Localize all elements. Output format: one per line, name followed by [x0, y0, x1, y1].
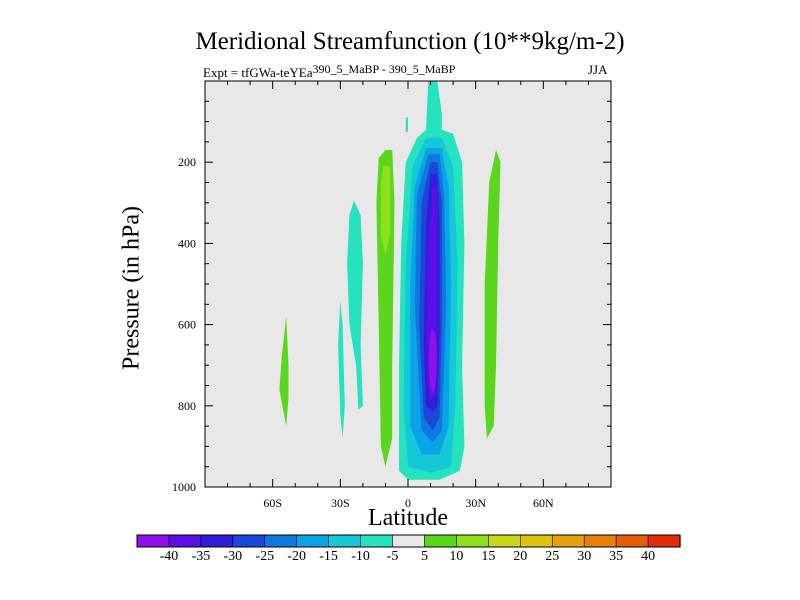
- colorbar-swatch: [296, 534, 330, 548]
- colorbar-swatch: [392, 534, 426, 548]
- y-tick-label: 600: [178, 318, 196, 332]
- season-label: JJA: [588, 62, 608, 77]
- x-tick-label: 0: [405, 496, 411, 510]
- x-tick-label: 60N: [533, 496, 554, 510]
- colorbar-frame: [136, 534, 681, 548]
- colorbar-swatch: [328, 534, 362, 548]
- colorbar-label: 40: [641, 549, 655, 564]
- contour-fills: [279, 81, 501, 480]
- colorbar-label: 20: [513, 549, 527, 564]
- colorbar-label: -5: [387, 549, 399, 564]
- colorbar-label: 10: [449, 549, 463, 564]
- colorbar-label: -40: [160, 549, 179, 564]
- x-tick-label: 60S: [263, 496, 282, 510]
- colorbar-swatch: [424, 534, 458, 548]
- colorbar-label: -20: [287, 549, 306, 564]
- colorbar-swatch: [615, 534, 649, 548]
- colorbar-swatch: [488, 534, 521, 548]
- contour-negative-sh-2: [338, 300, 345, 439]
- y-tick-label: 1000: [172, 480, 196, 494]
- contour-positive-sh-sub-inner: [380, 166, 390, 256]
- colorbar-swatch: [647, 534, 681, 548]
- y-tick-label: 400: [178, 236, 196, 250]
- contour-sliver-top: [405, 117, 408, 132]
- colorbar-swatch: [136, 534, 170, 548]
- colorbar-label: -35: [192, 549, 211, 564]
- colorbar-swatch: [232, 534, 266, 548]
- colorbar-swatch: [200, 534, 234, 548]
- colorbar-swatch: [551, 534, 585, 548]
- colorbar-label: -25: [255, 549, 274, 564]
- colorbar-label: 15: [481, 549, 495, 564]
- colorbar-label: 25: [545, 549, 559, 564]
- axis-ticks: 60S 30S 0 30N 60N 200 400 600 800 1000: [172, 81, 611, 510]
- contour-negative-sh-1: [347, 200, 363, 410]
- experiment-name: Expt = tfGWa-teYEa: [203, 65, 313, 80]
- contour-level-minus40: [428, 328, 437, 394]
- experiment-diff: 390_5_MaBP - 390_5_MaBP: [312, 62, 456, 76]
- contour-positive-nh: [484, 150, 501, 439]
- colorbar-label: -30: [223, 549, 242, 564]
- colorbar-swatch: [456, 534, 489, 548]
- contour-positive-sh-mid: [279, 316, 289, 427]
- colorbar-swatch: [519, 534, 553, 548]
- colorbar-swatch: [264, 534, 298, 548]
- colorbar-swatch: [168, 534, 202, 548]
- experiment-label: Expt = tfGWa-teYEa390_5_MaBP - 390_5_MaB…: [203, 62, 456, 81]
- colorbar-swatch: [583, 534, 617, 548]
- y-tick-label: 200: [178, 155, 196, 169]
- colorbar-label: 5: [421, 549, 428, 564]
- x-tick-label: 30S: [331, 496, 350, 510]
- colorbar: -40 -35 -30 -25 -20 -15 -10 -5 5 10 15 20 25 30 35 40: [136, 534, 681, 564]
- colorbar-swatch: [360, 534, 394, 548]
- colorbar-label: 35: [609, 549, 623, 564]
- y-tick-label: 800: [178, 399, 196, 413]
- colorbar-label: 30: [577, 549, 591, 564]
- colorbar-label: -15: [319, 549, 338, 564]
- chart-title: Meridional Streamfunction (10**9kg/m-2): [195, 28, 625, 55]
- x-tick-label: 30N: [465, 496, 486, 510]
- colorbar-label: -10: [351, 549, 370, 564]
- x-axis-label: Latitude: [368, 505, 448, 531]
